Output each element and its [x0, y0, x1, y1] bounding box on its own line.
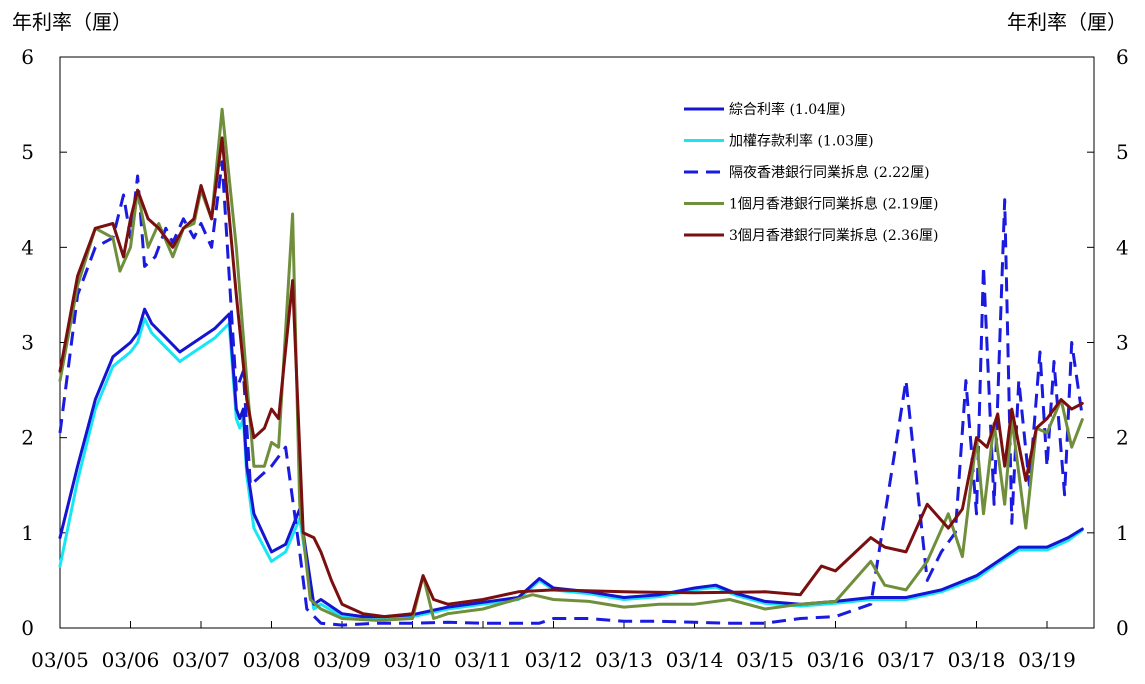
legend-label-three-month: 3個月香港銀行同業拆息 (2.36厘)	[729, 227, 938, 244]
legend: 綜合利率 (1.04厘) 加權存款利率 (1.03厘) 隔夜香港銀行同業拆息 (2.…	[684, 101, 938, 244]
x-tick-label: 03/13	[595, 648, 653, 672]
legend-label-weighted-deposit: 加權存款利率 (1.03厘)	[729, 133, 874, 150]
x-tick-label: 03/05	[31, 648, 89, 672]
y-tick-label-right: 4	[1116, 235, 1129, 259]
x-tick-label: 03/16	[807, 648, 865, 672]
y-tick-label-left: 4	[21, 235, 34, 259]
x-tick-label: 03/12	[525, 648, 583, 672]
legend-label-composite: 綜合利率 (1.04厘)	[729, 101, 846, 118]
y-tick-label-left: 1	[21, 521, 34, 545]
y-tick-label-left: 5	[21, 140, 34, 164]
y-tick-label-left: 2	[21, 426, 34, 450]
y-tick-label-right: 5	[1116, 140, 1129, 164]
x-tick-label: 03/18	[948, 648, 1006, 672]
series-line-overnight	[58, 160, 1084, 627]
y-tick-label-left: 3	[21, 331, 34, 355]
legend-label-one-month: 1個月香港銀行同業拆息 (2.19厘)	[729, 196, 938, 213]
y-tick-label-right: 2	[1116, 426, 1129, 450]
x-tick-label: 03/14	[666, 648, 724, 672]
x-tick-label: 03/09	[313, 648, 371, 672]
x-tick-label: 03/11	[454, 648, 512, 672]
x-tick-label: 03/08	[243, 648, 301, 672]
x-tick-label: 03/06	[102, 648, 160, 672]
y-tick-label-right: 6	[1116, 45, 1129, 69]
y-axis-label-right: 年利率（厘）	[1007, 10, 1127, 34]
y-tick-label-right: 1	[1116, 521, 1129, 545]
series-line-composite	[58, 307, 1084, 619]
y-axis-label-left: 年利率（厘）	[12, 10, 132, 34]
plot-area-frame	[59, 56, 1095, 629]
y-tick-label-left: 6	[21, 45, 34, 69]
y-tick-label-right: 3	[1116, 331, 1129, 355]
series-line-one-month	[58, 107, 1084, 622]
x-tick-label: 03/17	[877, 648, 935, 672]
x-tick-label: 03/10	[384, 648, 442, 672]
x-tick-label: 03/19	[1018, 648, 1076, 672]
legend-label-overnight: 隔夜香港銀行同業拆息 (2.22厘)	[729, 164, 930, 181]
y-tick-label-right: 0	[1116, 616, 1129, 640]
series-lines	[58, 107, 1084, 627]
y-tick-label-left: 0	[21, 616, 34, 640]
x-tick-label: 03/07	[172, 648, 230, 672]
x-tick-label: 03/15	[736, 648, 794, 672]
series-line-three-month	[58, 136, 1084, 619]
axes: 0 0 1 1 2 2 3 3 4 4 5 5 6 6 03/05 03/06 03/07 03/08 03/09 0…	[21, 45, 1128, 672]
